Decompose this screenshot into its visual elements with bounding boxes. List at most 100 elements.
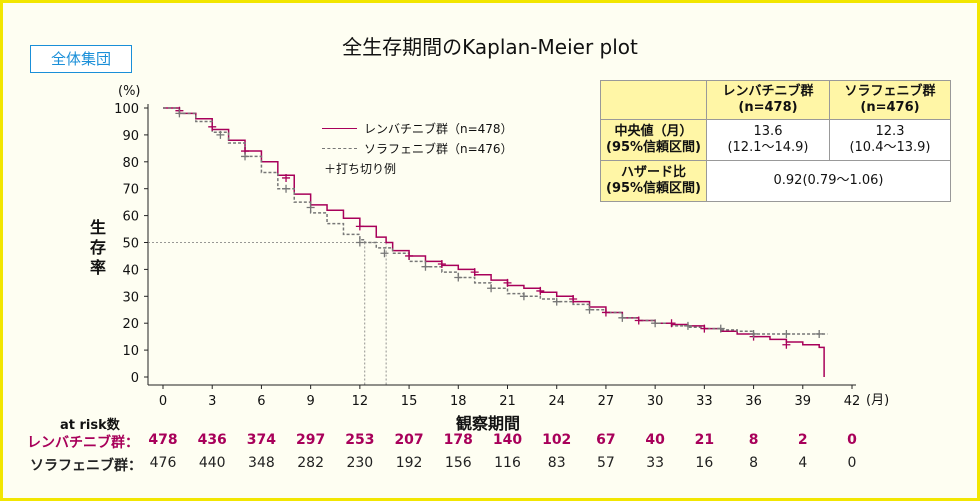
- censor-mark-lenvatinib: [667, 319, 676, 328]
- at-risk-lenvatinib-value: 102: [542, 432, 572, 448]
- chart-title: 全生存期間のKaplan-Meier plot: [342, 35, 638, 59]
- censor-mark-sorafenib: [454, 273, 463, 282]
- censor-mark-sorafenib: [782, 329, 791, 338]
- at-risk-label-sorafenib: ソラフェニブ群：: [30, 458, 142, 474]
- legend-line-sorafenib: [322, 148, 357, 149]
- legend-text-censor: ＋打ち切り例: [324, 162, 397, 176]
- at-risk-lenvatinib-value: 2: [797, 432, 808, 448]
- x-tick-label: 12: [352, 394, 369, 409]
- at-risk-sorafenib-value: 192: [395, 455, 423, 471]
- censor-mark-sorafenib: [380, 249, 389, 258]
- table-median-sorafenib: 12.3 (10.4～13.9): [829, 119, 951, 161]
- y-tick-label: 90: [122, 129, 139, 144]
- y-tick-label: 0: [131, 371, 139, 386]
- y-tick-label: 20: [122, 317, 139, 332]
- at-risk-lenvatinib-value: 297: [296, 432, 326, 448]
- at-risk-label-lenvatinib: レンバチニブ群：: [27, 435, 139, 451]
- table-header-lenvatinib: レンバチニブ群 (n=478): [706, 80, 830, 120]
- censor-mark-sorafenib: [716, 324, 725, 333]
- x-tick-label: 30: [647, 394, 664, 409]
- table-corner: [600, 80, 707, 120]
- at-risk-sorafenib-value: 0: [847, 455, 857, 471]
- x-unit: (月): [866, 393, 890, 408]
- at-risk-lenvatinib-value: 67: [596, 432, 616, 448]
- subset-label: 全体集団: [30, 45, 132, 73]
- y-unit: (%): [118, 84, 141, 99]
- censor-mark-sorafenib: [487, 284, 496, 293]
- x-tick-label: 24: [548, 394, 565, 409]
- censor-mark-sorafenib: [421, 262, 430, 271]
- y-tick-label: 100: [114, 102, 139, 117]
- x-tick-label: 33: [696, 394, 713, 409]
- y-tick-label: 40: [122, 263, 139, 278]
- censor-mark-sorafenib: [241, 152, 250, 161]
- y-tick-label: 30: [122, 290, 139, 305]
- censor-mark-sorafenib: [216, 130, 225, 139]
- censor-mark-sorafenib: [519, 292, 528, 301]
- censor-mark-lenvatinib: [405, 251, 414, 260]
- at-risk-lenvatinib-value: 40: [645, 432, 665, 448]
- y-tick-label: 50: [122, 237, 139, 252]
- y-tick-label: 70: [122, 183, 139, 198]
- at-risk-lenvatinib-value: 478: [148, 432, 178, 448]
- x-tick-label: 21: [499, 394, 516, 409]
- censor-mark-lenvatinib: [634, 316, 643, 325]
- at-risk-sorafenib-value: 16: [695, 455, 714, 471]
- censor-mark-lenvatinib: [282, 173, 291, 182]
- censor-mark-sorafenib: [175, 109, 184, 118]
- x-tick-label: 6: [257, 394, 265, 409]
- censor-mark-lenvatinib: [503, 278, 512, 287]
- censor-mark-lenvatinib: [355, 222, 364, 231]
- at-risk-sorafenib-value: 156: [444, 455, 472, 471]
- x-tick-label: 9: [307, 394, 315, 409]
- x-tick-label: 27: [598, 394, 615, 409]
- legend-text-sorafenib: ソラフェニブ群（n=476）: [364, 142, 513, 156]
- at-risk-sorafenib-value: 33: [646, 455, 665, 471]
- y-tick-label: 60: [122, 210, 139, 225]
- at-risk-lenvatinib-value: 140: [492, 432, 523, 448]
- legend-text-lenvatinib: レンバチニブ群（n=478）: [364, 122, 513, 136]
- censor-mark-sorafenib: [306, 203, 315, 212]
- at-risk-title: at risk数: [60, 418, 120, 433]
- at-risk-lenvatinib-value: 436: [197, 432, 227, 448]
- x-tick-label: 39: [795, 394, 812, 409]
- x-tick-label: 3: [208, 394, 216, 409]
- x-tick-label: 18: [450, 394, 467, 409]
- at-risk-sorafenib-value: 348: [248, 455, 275, 471]
- at-risk-lenvatinib-value: 207: [394, 432, 424, 448]
- at-risk-sorafenib-value: 83: [547, 455, 566, 471]
- censor-mark-lenvatinib: [208, 122, 217, 131]
- at-risk-sorafenib-value: 4: [798, 455, 808, 471]
- x-axis-label: 観察期間: [456, 414, 521, 433]
- censor-mark-sorafenib: [749, 329, 758, 338]
- x-tick-label: 42: [844, 394, 861, 409]
- censor-mark-lenvatinib: [601, 308, 610, 317]
- at-risk-sorafenib-value: 440: [198, 455, 226, 471]
- censor-mark-lenvatinib: [782, 340, 791, 349]
- censor-mark-lenvatinib: [536, 286, 545, 295]
- table-hr-value: 0.92(0.79～1.06): [706, 160, 951, 202]
- at-risk-sorafenib-value: 282: [297, 455, 324, 471]
- at-risk-sorafenib-value: 230: [346, 455, 374, 471]
- x-tick-label: 36: [745, 394, 762, 409]
- at-risk-sorafenib-value: 476: [149, 455, 177, 471]
- censor-mark-sorafenib: [282, 184, 291, 193]
- censor-mark-sorafenib: [552, 297, 561, 306]
- at-risk-lenvatinib-value: 0: [847, 432, 857, 448]
- y-tick-label: 10: [122, 344, 139, 359]
- table-median-lenvatinib: 13.6 (12.1～14.9): [706, 119, 830, 161]
- censor-mark-lenvatinib: [437, 260, 446, 269]
- at-risk-lenvatinib-value: 178: [443, 432, 473, 448]
- censor-mark-sorafenib: [585, 305, 594, 314]
- censor-mark-sorafenib: [683, 321, 692, 330]
- censor-mark-lenvatinib: [569, 294, 578, 303]
- censor-mark-lenvatinib: [700, 324, 709, 333]
- censor-mark-lenvatinib: [470, 268, 479, 277]
- censor-mark-sorafenib: [355, 238, 364, 247]
- at-risk-sorafenib-value: 8: [749, 455, 759, 471]
- x-tick-label: 15: [401, 394, 418, 409]
- censor-mark-sorafenib: [815, 329, 824, 338]
- table-row-median-label: 中央値（月） (95%信頼区間): [600, 119, 707, 161]
- at-risk-lenvatinib-value: 374: [246, 432, 277, 448]
- legend-line-lenvatinib: [322, 128, 357, 129]
